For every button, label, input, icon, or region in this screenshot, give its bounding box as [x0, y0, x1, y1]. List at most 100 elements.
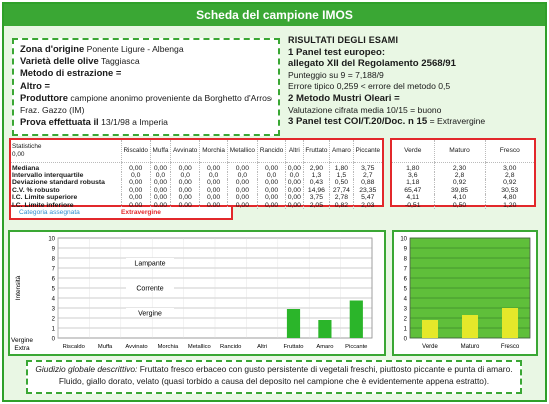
y-tick-label: 3	[404, 307, 408, 313]
y-tick-label: 3	[52, 307, 56, 313]
table-cell: 2,78	[329, 194, 354, 202]
x-tick-label: Fruttato	[284, 344, 304, 350]
table-cell: 0,00	[226, 179, 258, 187]
table-cell: 0,00	[199, 201, 228, 209]
table-row: 65,47 39,85 30,53	[392, 186, 534, 195]
other-row: Altro =	[20, 80, 272, 92]
y-tick-label: 4	[52, 297, 56, 303]
table-cell: 4,10	[433, 194, 486, 202]
table-cell: 0,92	[433, 179, 486, 187]
table-cell: 0,00	[226, 162, 258, 172]
statistics-header-value: 0,00	[12, 150, 25, 158]
table-cell: 2,90	[302, 162, 330, 172]
threshold-label: Corrente	[136, 286, 163, 293]
statistics-column-header: Piccante	[352, 140, 382, 163]
fresh-column-header: Verde	[392, 140, 435, 163]
table-cell: 0,00	[285, 162, 304, 172]
y-tick-label: 5	[52, 287, 56, 293]
origin-value: Ponente Ligure - Albenga	[86, 44, 184, 54]
table-cell: 0,00	[149, 162, 171, 172]
vergine-label: Vergine	[11, 337, 33, 344]
method-row: Metodo di estrazione =	[20, 67, 272, 79]
category-row: Categoria assegnata Extravergine	[9, 207, 233, 220]
table-row: Mediana 0,00 0,00 0,00 0,00 0,00 0,00 0,00 2,90 1…	[11, 162, 382, 172]
fresh-chart-svg: 0 1 2 3 4 5 6 7 8 9 10 Verde Maturo Fresco	[400, 237, 531, 350]
table-row: 4,11 4,10 4,80	[392, 194, 534, 202]
summary-line-2: Fluido, giallo dorato, velato (quasi tor…	[58, 375, 490, 386]
fresh-chart: 0 1 2 3 4 5 6 7 8 9 10 Verde Maturo Fresco	[392, 230, 538, 356]
table-cell: 2,7	[352, 171, 382, 180]
table-cell: 30,53	[484, 186, 534, 195]
x-tick-label: Rancido	[220, 344, 241, 350]
variety-label: Varietà delle olive	[20, 55, 99, 67]
results-line-7: 3 Panel test COI/T.20/Doc. n 15 = Extrav…	[288, 116, 542, 128]
table-cell: 39,85	[433, 186, 486, 195]
table-row: 3,6 2,8 2,8	[392, 171, 534, 180]
x-tick-label: Altri	[257, 344, 267, 350]
table-cell: 0,00	[226, 194, 258, 202]
table-cell: 4,11	[406, 194, 420, 202]
statistics-column-header: Avvinato	[170, 140, 200, 163]
y-tick-label: 6	[404, 277, 408, 283]
table-cell: 0,00	[285, 194, 304, 202]
row-label: I.C. Limite superiore	[12, 194, 78, 202]
table-cell: 0,00	[199, 179, 228, 187]
table-cell: 27,74	[329, 186, 354, 195]
results-line-6: Valutazione cifrata media 10/15 = buono	[288, 104, 442, 115]
threshold-label-bg	[126, 308, 174, 317]
page-title: Scheda del campione IMOS	[4, 4, 545, 26]
table-cell: 0,0	[120, 171, 151, 180]
row-label: Intervallo interquartile	[12, 171, 84, 179]
x-tick-label: Verde	[422, 344, 438, 350]
table-cell: 0,92	[484, 179, 534, 187]
statistics-column-header: Rancido	[256, 140, 286, 163]
table-cell: 0,00	[120, 179, 151, 187]
table-cell: -0,51	[405, 201, 421, 209]
other-label: Altro =	[20, 79, 50, 91]
table-cell: 0,00	[256, 201, 286, 209]
fresh-column-header: Maturo	[433, 140, 486, 163]
table-cell: 0,00	[120, 162, 151, 172]
table-cell: 0,00	[226, 201, 258, 209]
y-tick-label: 10	[48, 237, 55, 243]
variety-row: Varietà delle olive Taggiasca	[20, 55, 272, 67]
x-tick-label: Morchia	[158, 344, 179, 350]
table-cell: 1,80	[406, 164, 420, 172]
table-cell: 0,00	[170, 162, 200, 172]
table-cell: 14,96	[302, 186, 330, 195]
statistics-header-row: Statistiche 0,00 Riscaldo Muffa Avvinato Mor…	[11, 140, 382, 163]
variety-value: Taggiasca	[100, 56, 140, 67]
threshold-label: Vergine	[138, 311, 162, 318]
x-tick-label: Muffa	[98, 344, 113, 350]
y-tick-label: 5	[404, 287, 408, 293]
results-line-7-bold: 3 Panel test COI/T.20/Doc. n 15	[288, 116, 428, 128]
table-cell: 0,50	[329, 179, 354, 187]
table-cell: 0,0	[199, 171, 228, 180]
x-tick-label: Metallico	[188, 344, 211, 350]
table-cell: 0,00	[256, 194, 286, 202]
table-cell: 0,00	[199, 186, 228, 195]
producer-row-2: Fraz. Gazzo (IM)	[20, 104, 272, 116]
table-cell: 23,35	[352, 186, 382, 195]
y-tick-label: 9	[52, 247, 56, 253]
table-cell: 0,00	[285, 201, 304, 209]
test-date-row: Prova effettuata il 13/1/98 a Imperia	[20, 116, 272, 128]
table-cell: 0,43	[302, 179, 330, 187]
table-cell: 0,00	[199, 194, 228, 202]
table-cell: 0,00	[285, 186, 304, 195]
statistics-label: Statistiche	[12, 143, 42, 151]
table-cell: 0,00	[149, 179, 171, 187]
x-tick-label: Amaro	[316, 344, 333, 350]
table-cell: 2,8	[484, 171, 534, 180]
row-label: I.C. Limite inferiore	[12, 201, 74, 209]
table-row: 1,80 2,30 3,00	[392, 162, 534, 172]
statistics-column-header: Riscaldo	[120, 140, 151, 163]
origin-row: Zona d'origine Ponente Ligure - Albenga	[20, 43, 272, 55]
producer-label: Produttore	[20, 91, 68, 103]
bar	[422, 320, 438, 338]
results-line-3: Punteggio su 9 = 7,188/9	[288, 69, 384, 80]
table-cell: 0,50	[433, 201, 486, 209]
table-cell: 2,30	[433, 162, 486, 172]
table-cell: 4,80	[484, 194, 534, 202]
